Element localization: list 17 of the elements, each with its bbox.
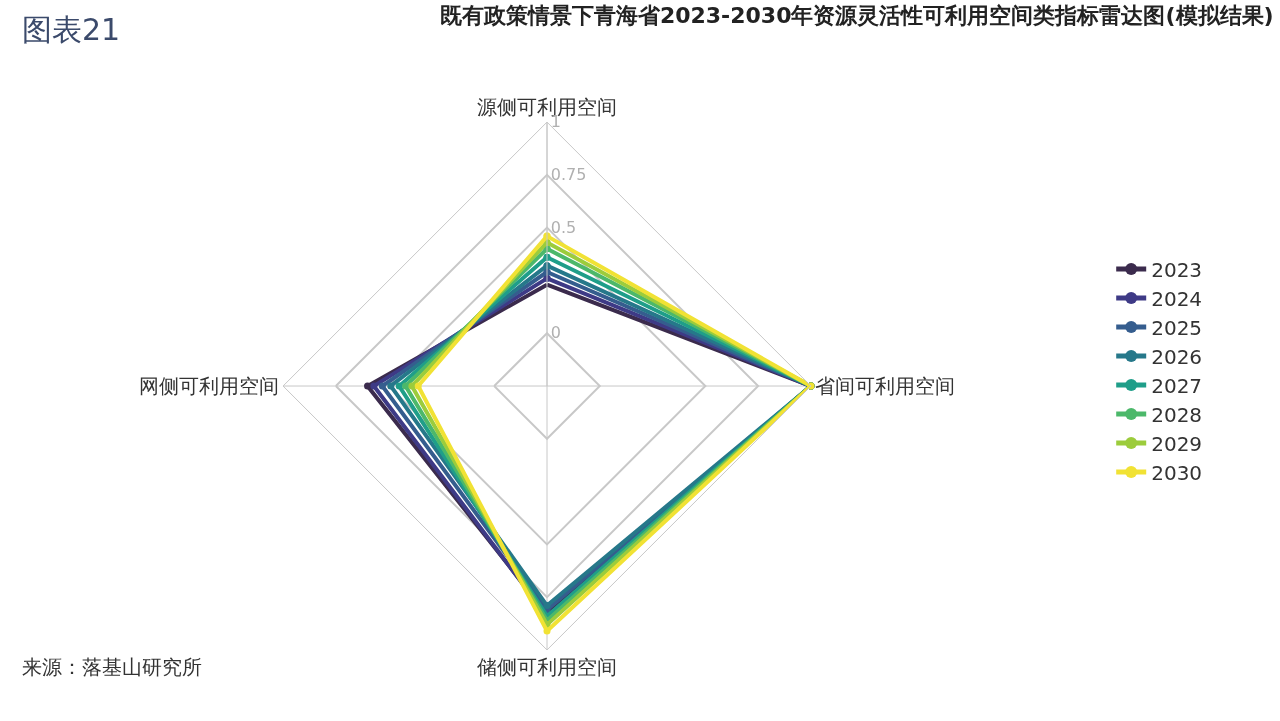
legend-label: 2028: [1151, 402, 1203, 427]
y-tick-label: 0: [550, 323, 561, 343]
y-tick-label: 0.75: [550, 165, 587, 185]
source-note: 来源：落基山研究所: [22, 655, 202, 679]
spoke-label: 网侧可利用空间: [138, 374, 279, 399]
chart-title: 既有政策情景下青海省2023-2030年资源灵活性可利用空间类指标雷达图(模拟结果): [439, 2, 1274, 28]
legend-label: 2026: [1151, 344, 1203, 369]
spoke-label: 储侧可利用空间: [477, 655, 617, 680]
legend-label: 2029: [1151, 431, 1203, 456]
text: 图表21: [22, 12, 121, 47]
legend-label: 2030: [1151, 460, 1203, 485]
legend-label: 2023: [1151, 257, 1203, 282]
y-tick-label: 0.5: [550, 217, 577, 237]
legend-label: 2025: [1151, 315, 1203, 340]
legend-label: 2024: [1151, 286, 1203, 311]
legend-label: 2027: [1151, 373, 1203, 398]
spoke-label: 省间可利用空间: [815, 374, 956, 399]
